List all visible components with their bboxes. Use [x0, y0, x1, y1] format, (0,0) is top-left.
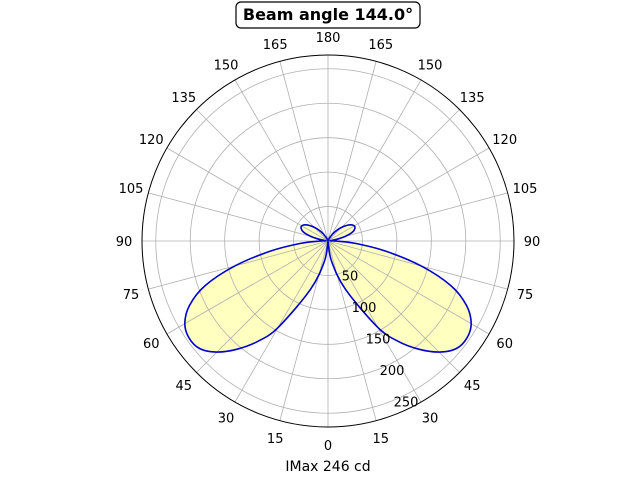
radial-label-150: 150	[366, 332, 391, 347]
angle-label-120-right: 120	[492, 133, 517, 148]
angular-gridline-60	[327, 79, 422, 242]
angle-label-15-right: 15	[373, 432, 390, 447]
angular-gridline-315	[327, 240, 460, 373]
angle-label-45-left: 45	[176, 379, 193, 394]
radial-label-100: 100	[352, 301, 377, 316]
angle-tick-labels: 0 15 15 30 30 45 45 60 60 75 75 90 90 105 105 120 120 135…	[116, 31, 541, 454]
angle-label-150-right: 150	[418, 58, 443, 73]
angular-gridline-210	[166, 240, 329, 335]
angle-label-105-right: 105	[513, 182, 538, 197]
angle-label-75-left: 75	[123, 288, 140, 303]
chart-title-text: Beam angle 144.0°	[243, 5, 413, 24]
angular-gridline-225	[196, 240, 329, 373]
angle-label-45-right: 45	[464, 379, 481, 394]
angular-gridline-300	[327, 240, 422, 403]
angular-gridline-45	[327, 109, 460, 242]
angle-label-120-left: 120	[139, 133, 164, 148]
radial-label-250: 250	[394, 395, 419, 410]
angle-label-0: 0	[324, 439, 332, 454]
angular-gridline-120	[234, 79, 329, 242]
angle-label-90-left: 90	[116, 235, 133, 250]
x-axis-label: IMax 246 cd	[285, 459, 370, 475]
angle-label-30-left: 30	[218, 412, 235, 427]
angle-label-30-right: 30	[422, 412, 439, 427]
polar-grid	[141, 54, 515, 428]
polar-frame	[141, 54, 515, 428]
angular-gridline-15	[327, 192, 508, 242]
intensity-curve-layer	[184, 223, 472, 353]
angular-gridline-240	[234, 240, 329, 403]
chart-title: Beam angle 144.0°	[235, 1, 421, 29]
angle-label-165-left: 165	[263, 38, 288, 53]
angular-gridline-135	[196, 109, 329, 242]
intensity-curve-0	[184, 223, 472, 353]
angle-label-105-left: 105	[119, 182, 144, 197]
angle-label-165-right: 165	[368, 38, 393, 53]
radial-label-50: 50	[342, 270, 359, 285]
angle-label-135-right: 135	[460, 91, 485, 106]
radial-label-200: 200	[380, 364, 405, 379]
angle-label-150-left: 150	[214, 58, 239, 73]
angle-label-60-right: 60	[496, 337, 513, 352]
angle-label-180: 180	[316, 31, 341, 46]
angular-gridline-165	[148, 192, 329, 242]
angle-label-75-right: 75	[517, 288, 534, 303]
angular-gridline-330	[327, 240, 490, 335]
angle-label-60-left: 60	[143, 337, 160, 352]
title-box	[235, 1, 421, 29]
angular-gridline-75	[327, 61, 377, 242]
angular-gridline-105	[279, 61, 329, 242]
angle-label-90-right: 90	[524, 235, 541, 250]
angle-label-135-left: 135	[171, 91, 196, 106]
angle-label-15-left: 15	[267, 432, 284, 447]
radial-tick-labels: 50 100 150 200 250	[342, 270, 419, 411]
